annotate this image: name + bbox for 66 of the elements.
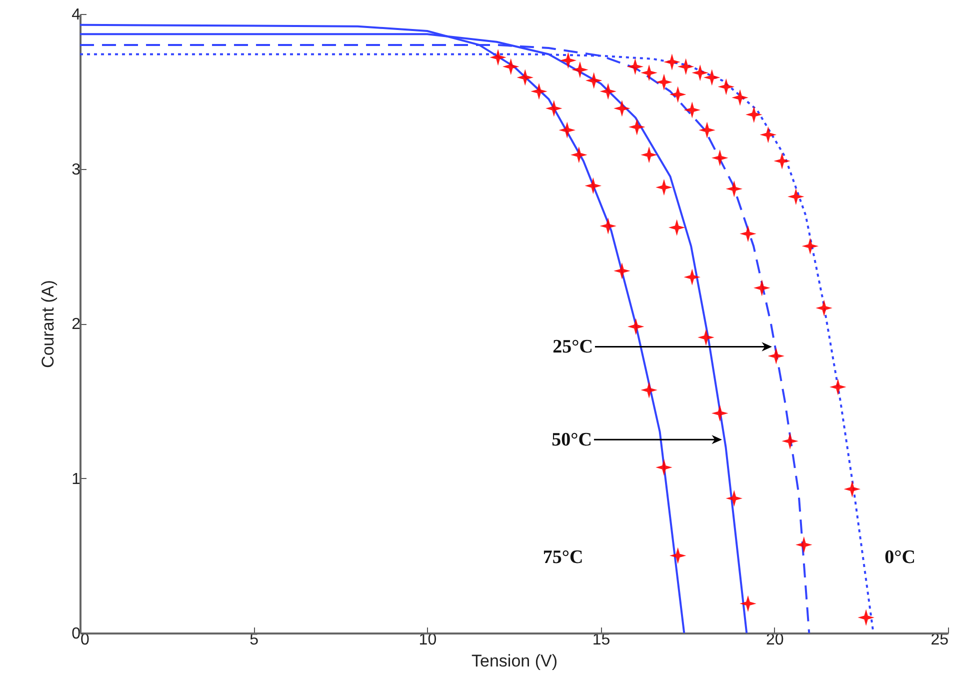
point bbox=[656, 180, 672, 194]
point bbox=[761, 128, 776, 142]
point bbox=[518, 70, 532, 84]
annotation: 75°C bbox=[542, 547, 584, 568]
point bbox=[614, 101, 629, 116]
point bbox=[678, 60, 693, 74]
point bbox=[769, 348, 784, 364]
point bbox=[685, 270, 700, 284]
point bbox=[796, 538, 811, 552]
point bbox=[788, 190, 803, 204]
point bbox=[685, 102, 700, 117]
point bbox=[704, 70, 719, 84]
point bbox=[546, 101, 561, 116]
point bbox=[740, 596, 756, 611]
point bbox=[664, 54, 679, 69]
point bbox=[656, 460, 672, 474]
point bbox=[572, 148, 586, 162]
point bbox=[775, 154, 790, 168]
point bbox=[803, 239, 818, 254]
point bbox=[630, 120, 644, 134]
point bbox=[817, 301, 832, 316]
annotation: 0°C bbox=[884, 547, 916, 568]
point bbox=[642, 383, 656, 398]
point bbox=[830, 380, 845, 394]
y-tick-label: 4 bbox=[72, 6, 81, 24]
point bbox=[670, 87, 685, 102]
y-axis-title: Courant (A) bbox=[38, 280, 58, 368]
point bbox=[656, 75, 672, 90]
point bbox=[642, 148, 656, 162]
point bbox=[845, 482, 860, 496]
point bbox=[859, 610, 874, 625]
point bbox=[586, 178, 600, 193]
point bbox=[727, 182, 742, 196]
point bbox=[601, 84, 616, 98]
annotation: 50°C bbox=[552, 430, 592, 451]
point bbox=[642, 66, 656, 80]
y-tick-label: 1 bbox=[72, 470, 81, 488]
y-tick-label: 2 bbox=[72, 316, 81, 333]
point bbox=[727, 491, 742, 506]
point bbox=[628, 320, 643, 334]
point bbox=[670, 548, 685, 563]
x-axis-title: Tension (V) bbox=[472, 652, 558, 670]
y-tick-label: 3 bbox=[72, 161, 81, 178]
point bbox=[614, 264, 629, 278]
point bbox=[754, 280, 769, 295]
point bbox=[712, 406, 727, 420]
annotation: 25°C bbox=[552, 336, 593, 358]
point bbox=[601, 218, 616, 234]
point bbox=[670, 220, 684, 235]
point bbox=[560, 123, 574, 138]
point bbox=[719, 80, 734, 94]
point bbox=[586, 74, 601, 88]
point bbox=[746, 108, 761, 122]
point bbox=[504, 60, 518, 74]
point bbox=[693, 66, 708, 80]
point bbox=[733, 90, 748, 105]
point bbox=[698, 330, 714, 344]
point bbox=[628, 60, 642, 74]
point bbox=[783, 434, 798, 448]
point bbox=[532, 84, 546, 98]
point bbox=[561, 53, 576, 68]
point bbox=[572, 62, 587, 77]
point bbox=[491, 50, 506, 64]
point bbox=[712, 150, 727, 165]
point bbox=[740, 226, 756, 241]
point bbox=[700, 123, 714, 138]
